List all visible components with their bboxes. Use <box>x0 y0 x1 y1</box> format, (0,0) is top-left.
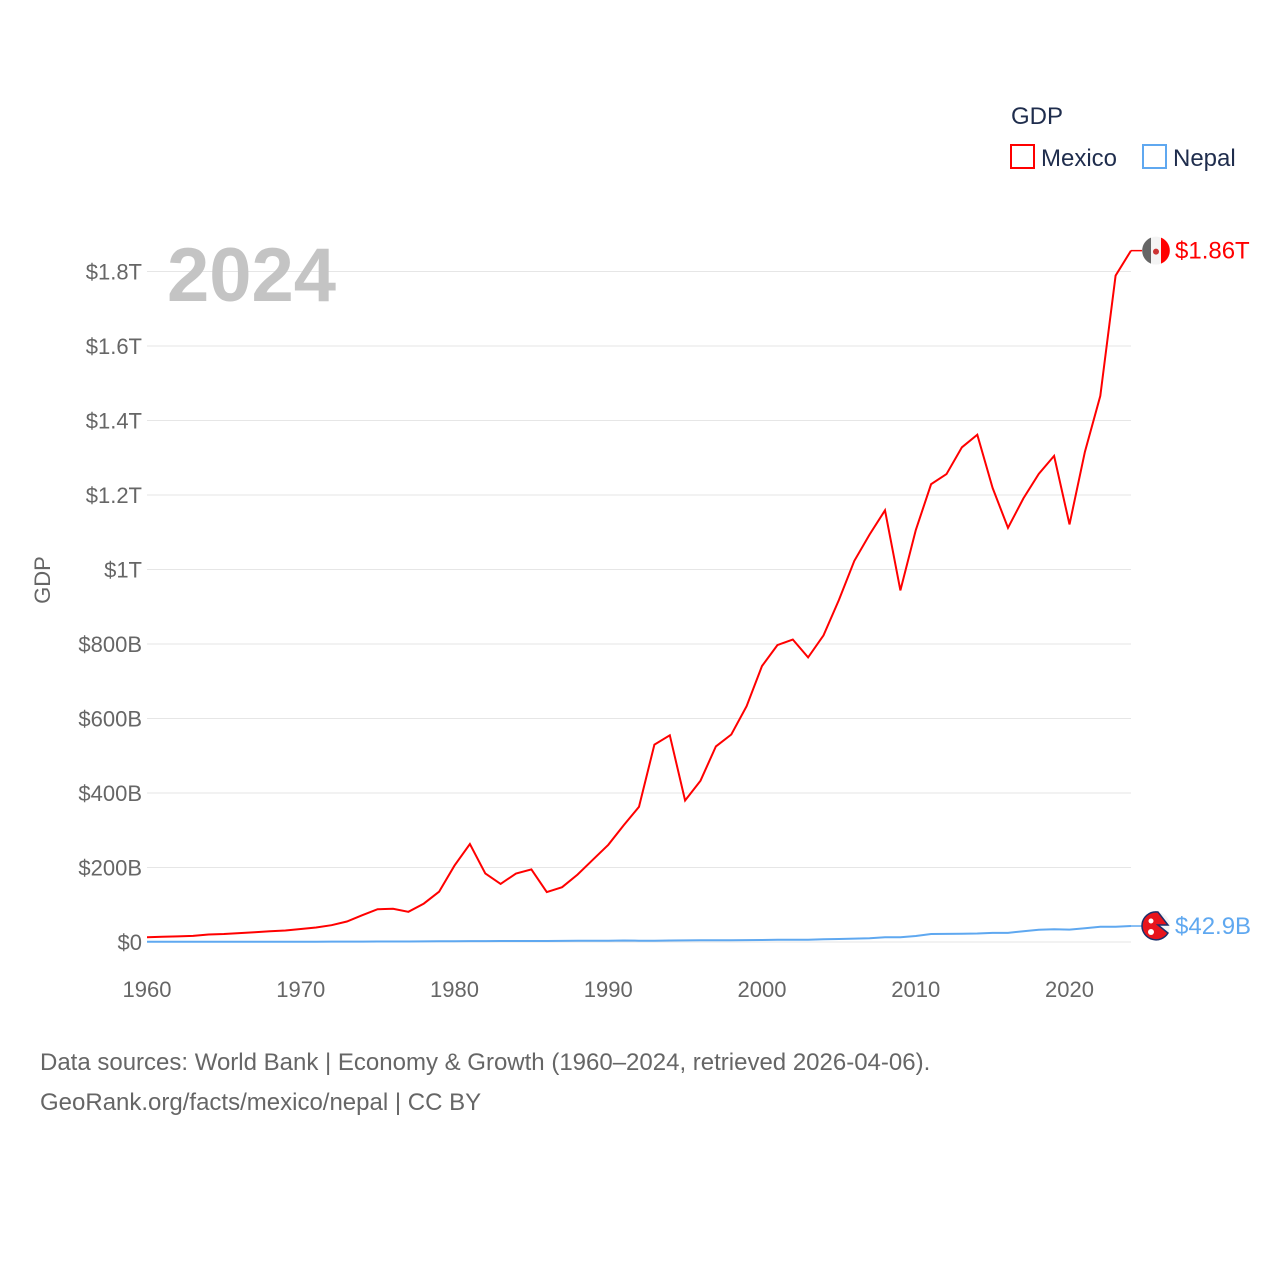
x-tick-label: 1990 <box>584 977 633 1002</box>
legend-label-nepal[interactable]: Nepal <box>1173 145 1236 172</box>
y-tick-label: $200B <box>78 856 142 881</box>
series-line-mexico[interactable] <box>146 250 1132 939</box>
end-value-label-mexico: $1.86T <box>1175 238 1250 265</box>
y-tick-label: $0 <box>118 930 142 955</box>
y-axis-ticks: $0 $200B $400B $600B $800B $1T $1.2T $1.4T $1.6T… <box>78 260 142 956</box>
y-tick-label: $600B <box>78 707 142 732</box>
footer: Data sources: World Bank | Economy & Gro… <box>40 1043 930 1123</box>
legend-swatch-mexico[interactable] <box>1010 144 1035 169</box>
legend-label-mexico[interactable]: Mexico <box>1041 145 1117 172</box>
year-label: 2024 <box>167 233 336 318</box>
legend-title: GDP <box>1011 103 1063 130</box>
y-tick-label: $400B <box>78 781 142 806</box>
gdp-line-chart: $0 $200B $400B $600B $800B $1T $1.2T $1.4T $1.6T… <box>30 103 1251 1002</box>
legend-swatch-nepal[interactable] <box>1142 144 1167 169</box>
gridlines <box>147 271 1131 943</box>
x-tick-label: 1970 <box>276 977 325 1002</box>
data-sources: Data sources: World Bank | Economy & Gro… <box>40 1049 931 1076</box>
x-axis-ticks: 1960 1970 1980 1990 2000 2010 2020 <box>123 977 1094 1002</box>
end-labels: $1.86T $42.9B <box>1131 236 1251 941</box>
x-tick-label: 2020 <box>1045 977 1094 1002</box>
y-tick-label: $1.6T <box>86 334 142 359</box>
y-tick-label: $1T <box>104 558 142 583</box>
series-lines <box>146 250 1132 943</box>
nepal-flag-icon <box>1141 911 1170 941</box>
x-tick-label: 1960 <box>123 977 172 1002</box>
x-tick-label: 2000 <box>738 977 787 1002</box>
x-tick-label: 2010 <box>891 977 940 1002</box>
source-link[interactable]: GeoRank.org/facts/mexico/nepal | CC BY <box>40 1089 482 1116</box>
mexico-flag-icon <box>1142 236 1170 265</box>
end-value-label-nepal: $42.9B <box>1175 913 1251 940</box>
y-tick-label: $1.4T <box>86 409 142 434</box>
y-tick-label: $800B <box>78 632 142 657</box>
x-tick-label: 1980 <box>430 977 479 1002</box>
y-tick-label: $1.8T <box>86 260 142 285</box>
y-tick-label: $1.2T <box>86 483 142 508</box>
legend: GDP Mexico Nepal <box>1010 103 1236 172</box>
y-axis-label: GDP <box>30 556 55 604</box>
series-line-nepal[interactable] <box>147 925 1132 943</box>
